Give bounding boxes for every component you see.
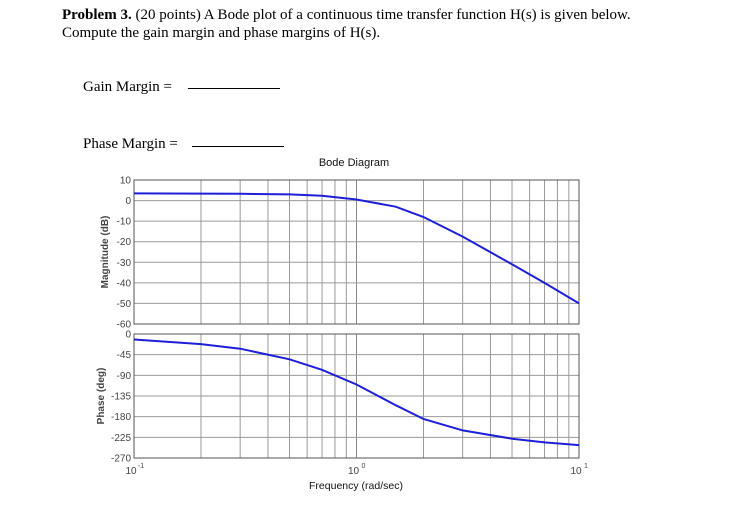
phase-series-line bbox=[133, 338, 580, 447]
problem-text-line1: (20 points) A Bode plot of a continuous … bbox=[131, 7, 631, 23]
phase-margin-blank[interactable] bbox=[192, 146, 284, 147]
magnitude-tick-label: 10 bbox=[120, 176, 132, 187]
x-tick-exponent: 0 bbox=[362, 463, 366, 470]
phase-tick-label: -135 bbox=[111, 392, 131, 403]
phase-margin-label: Phase Margin = bbox=[83, 136, 178, 152]
x-tick-label: 10 bbox=[348, 466, 360, 477]
magnitude-tick-labels: 10 0 -10 -20 -30 -40 -50 -60 bbox=[117, 176, 132, 331]
magnitude-tick-label: -40 bbox=[117, 278, 132, 289]
problem-statement: Problem 3. (20 points) A Bode plot of a … bbox=[62, 6, 722, 42]
magnitude-tick-label: -10 bbox=[117, 217, 132, 228]
phase-tick-label: -180 bbox=[111, 412, 131, 423]
phase-tick-label: -225 bbox=[111, 433, 131, 444]
phase-tick-label: -45 bbox=[117, 350, 132, 361]
magnitude-tick-label: -50 bbox=[117, 299, 132, 310]
problem-label: Problem 3. bbox=[62, 7, 132, 23]
x-tick-exponent: -1 bbox=[138, 463, 144, 470]
magnitude-tick-label: -20 bbox=[117, 237, 132, 248]
magnitude-axes bbox=[133, 179, 580, 325]
x-tick-label: 10 bbox=[570, 466, 582, 477]
phase-tick-label: -90 bbox=[117, 371, 132, 382]
magnitude-grid bbox=[134, 179, 579, 325]
magnitude-ylabel: Magnitude (dB) bbox=[100, 216, 111, 289]
phase-tick-label: 0 bbox=[125, 330, 131, 341]
problem-text-line2: Compute the gain margin and phase margin… bbox=[62, 25, 381, 41]
gain-margin-blank[interactable] bbox=[188, 88, 280, 89]
magnitude-tick-label: 0 bbox=[125, 196, 131, 207]
phase-axes bbox=[133, 333, 580, 459]
magnitude-series-line bbox=[133, 192, 580, 305]
x-tick-exponent: 1 bbox=[584, 463, 588, 470]
x-tick-labels: 10 -1 10 0 10 1 bbox=[125, 463, 588, 477]
phase-tick-labels: 0 -45 -90 -135 -180 -225 -270 bbox=[111, 330, 131, 465]
phase-tick-label: -270 bbox=[111, 454, 131, 465]
gain-margin-label: Gain Margin = bbox=[83, 79, 173, 95]
x-tick-label: 10 bbox=[125, 466, 137, 477]
phase-ylabel: Phase (deg) bbox=[96, 368, 107, 425]
x-axis-label: Frequency (rad/sec) bbox=[309, 480, 403, 492]
chart-title: Bode Diagram bbox=[319, 157, 389, 169]
magnitude-tick-label: -60 bbox=[117, 320, 132, 331]
magnitude-tick-label: -30 bbox=[117, 258, 132, 269]
